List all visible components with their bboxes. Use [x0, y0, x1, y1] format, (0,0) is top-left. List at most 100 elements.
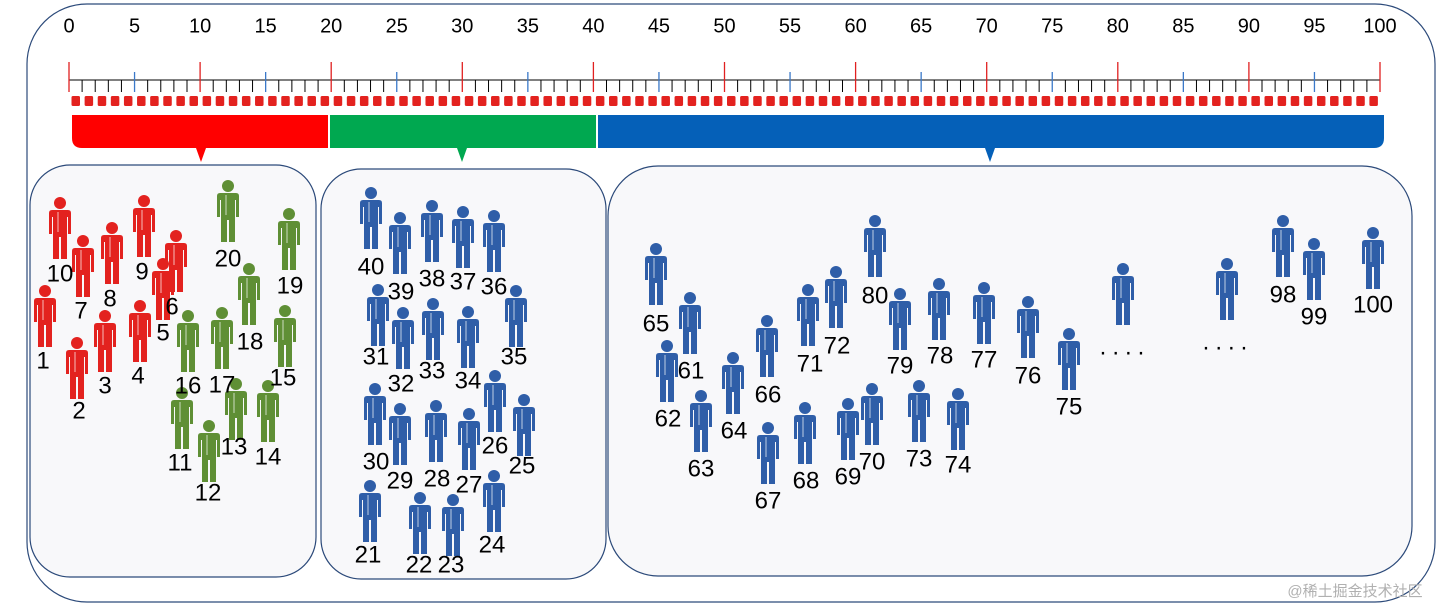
unit-cell: [543, 96, 552, 106]
person-highlight: [653, 258, 655, 278]
unit-cell: [491, 96, 500, 106]
person-head: [695, 390, 707, 402]
ruler-label: 30: [451, 15, 473, 37]
person-head: [842, 398, 854, 410]
person-label: 23: [438, 551, 465, 578]
person-highlight: [491, 485, 493, 505]
person-body: [198, 433, 220, 482]
unit-cell: [241, 96, 251, 106]
ruler-label: 55: [779, 15, 801, 37]
person-body: [825, 279, 847, 328]
person-body: [101, 235, 123, 284]
ruler-label: 80: [1107, 15, 1129, 37]
unit-cell: [110, 96, 120, 106]
person-highlight: [233, 393, 235, 413]
unit-cell: [884, 96, 893, 106]
ruler-label: 40: [582, 15, 604, 37]
person-body: [389, 225, 411, 274]
unit-cell: [779, 96, 788, 106]
person-label: 27: [456, 471, 483, 498]
person-highlight: [429, 215, 431, 235]
person-label: 39: [388, 278, 415, 305]
unit-cell: [962, 96, 972, 106]
person-body: [133, 208, 155, 257]
range-bracket: [330, 115, 596, 162]
person-highlight: [42, 300, 44, 320]
person-highlight: [185, 325, 187, 345]
person-head: [488, 470, 500, 482]
person-label: 29: [387, 467, 414, 494]
ruler-label: 50: [713, 15, 735, 37]
person-label: 19: [277, 272, 304, 299]
person-head: [176, 387, 188, 399]
person-head: [727, 352, 739, 364]
unit-cell: [1067, 96, 1077, 106]
person-highlight: [491, 225, 493, 245]
person-head: [54, 197, 66, 209]
outer-frame: [26, 3, 1436, 603]
person-head: [457, 206, 469, 218]
person-highlight: [664, 355, 666, 375]
person-head: [77, 235, 89, 247]
person-head: [39, 285, 51, 297]
person-label: 99: [1301, 303, 1328, 330]
person-body: [483, 483, 505, 532]
person-highlight: [869, 398, 871, 418]
person-label: 73: [906, 445, 933, 472]
person-label: 16: [175, 372, 202, 399]
person-body: [152, 271, 174, 320]
unit-cell: [71, 96, 80, 106]
unit-cell: [1015, 96, 1024, 106]
person-label: 71: [797, 350, 824, 377]
person-body: [422, 311, 444, 360]
person-highlight: [845, 413, 847, 433]
person-highlight: [492, 385, 494, 405]
person-head: [369, 383, 381, 395]
unit-cell: [228, 96, 238, 106]
unit-cell: [438, 96, 448, 106]
person-head: [802, 284, 814, 296]
unit-cell: [425, 96, 434, 106]
person-body: [458, 421, 480, 470]
person-body: [1017, 309, 1039, 358]
person-head: [138, 195, 150, 207]
person-label: 9: [135, 258, 148, 285]
person-head: [430, 400, 442, 412]
person-label: 18: [237, 328, 264, 355]
unit-cell: [818, 96, 828, 106]
person-head: [518, 394, 530, 406]
person-head: [243, 263, 255, 275]
person-head: [489, 370, 501, 382]
person-head: [394, 403, 406, 415]
unit-cell: [792, 96, 802, 106]
person-highlight: [1120, 278, 1122, 298]
person-body: [1362, 240, 1384, 289]
person-head: [830, 266, 842, 278]
person-label: 62: [655, 405, 682, 432]
person-highlight: [833, 281, 835, 301]
person-body: [442, 507, 464, 556]
person-body: [645, 256, 667, 305]
range-bracket: [598, 115, 1384, 162]
unit-cell: [582, 96, 592, 106]
unit-cell: [635, 96, 644, 106]
person-label: 14: [255, 443, 282, 470]
unit-cell: [727, 96, 736, 106]
person-label: 70: [859, 448, 886, 475]
unit-cell: [1159, 96, 1169, 106]
person-highlight: [219, 322, 221, 342]
person-label: 68: [793, 467, 820, 494]
person-head: [216, 307, 228, 319]
unit-cell: [700, 96, 710, 106]
unit-cell: [556, 96, 566, 106]
person-body: [225, 391, 247, 440]
person-label: 100: [1353, 291, 1393, 318]
person-head: [488, 210, 500, 222]
person-head: [427, 298, 439, 310]
ruler-label: 100: [1363, 15, 1396, 37]
person-label: 69: [835, 463, 862, 490]
person-body: [129, 313, 151, 362]
person-label: 74: [945, 451, 972, 478]
person-body: [1058, 341, 1080, 390]
person-body: [837, 411, 859, 460]
